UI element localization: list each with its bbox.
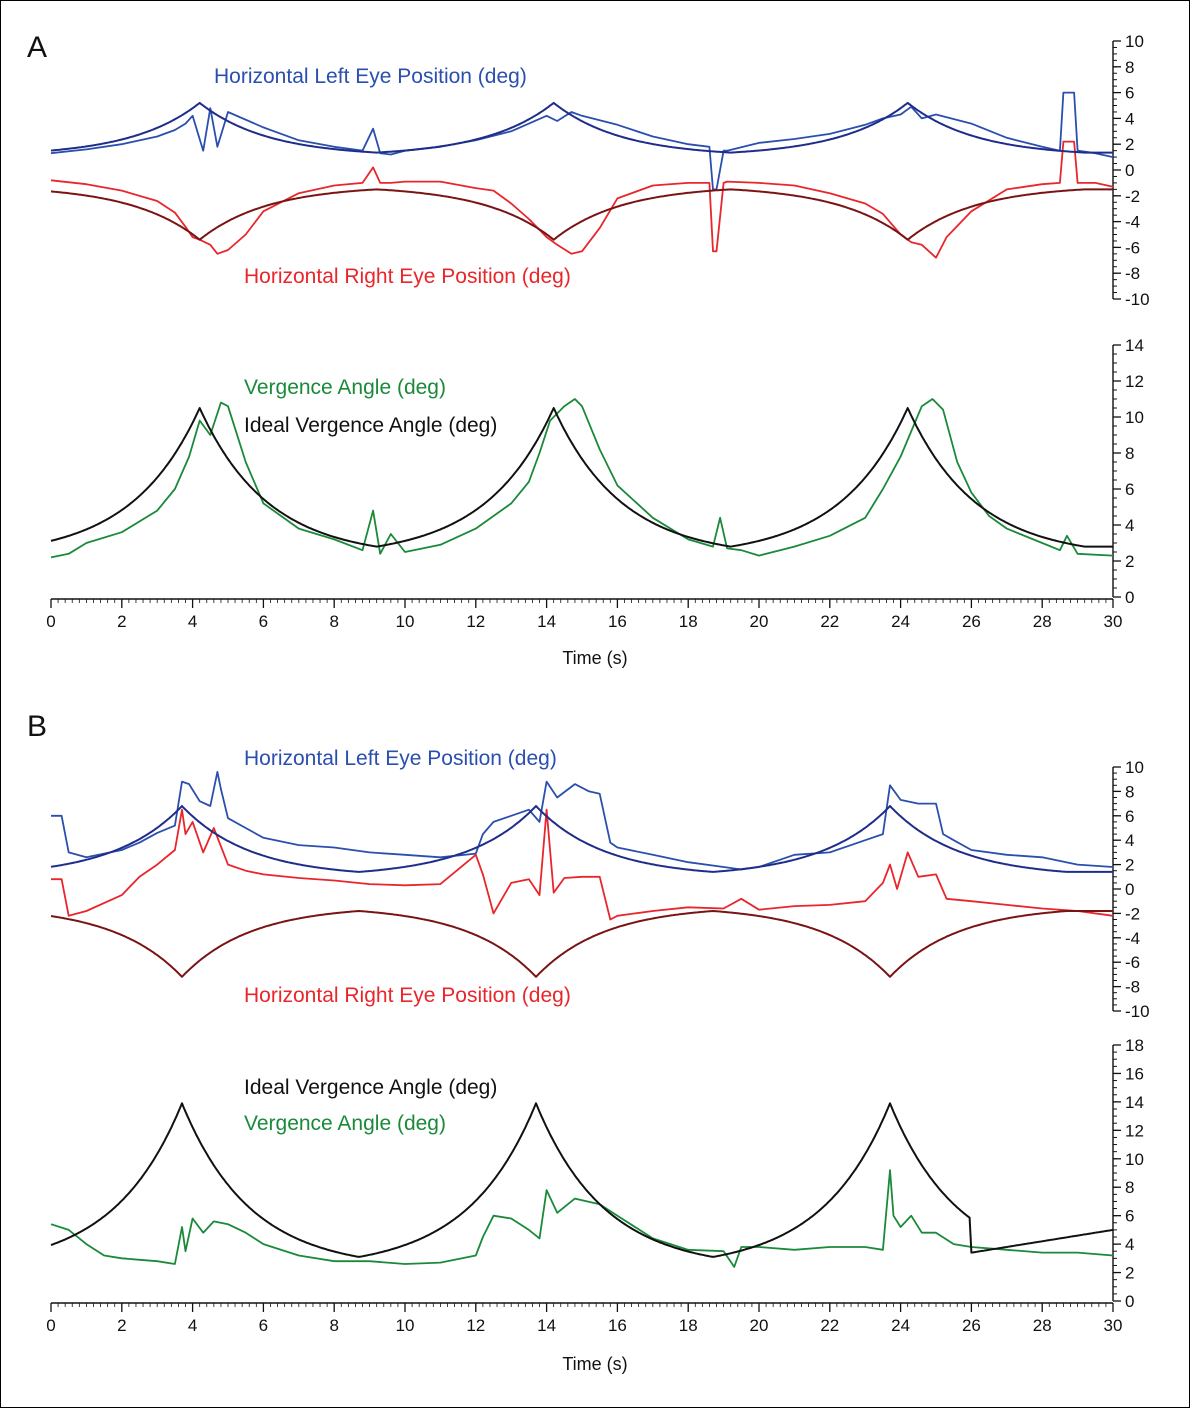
panel-b-eye-position-y-tick-label: 0 xyxy=(1125,880,1134,899)
panel-a-legend-right-eye: Horizontal Right Eye Position (deg) xyxy=(244,265,571,288)
panel-b-vergence-x-tick-label: 10 xyxy=(396,1316,415,1335)
panel-b-eye-position-y-tick-label: 6 xyxy=(1125,807,1134,826)
panel-b-eye-position-y-tick-label: 8 xyxy=(1125,782,1134,801)
panel-b-eye-position-series-ideal-left xyxy=(50,805,1113,873)
panel-a-eye-position-y-tick-label: 8 xyxy=(1125,58,1134,77)
panel-b-eye-position-y-tick-label: 2 xyxy=(1125,856,1134,875)
panel-b-legend-right-eye: Horizontal Right Eye Position (deg) xyxy=(244,984,571,1007)
panel-a-vergence-x-tick-label: 4 xyxy=(188,612,197,631)
panel-b-vergence-series-vergence xyxy=(50,1169,1114,1268)
panel-a-legend-vergence: Vergence Angle (deg) xyxy=(244,376,446,399)
panel-a-eye-position-y-tick-label: 4 xyxy=(1125,109,1134,128)
panel-a-x-axis-title: Time (s) xyxy=(562,648,627,668)
panel-a-vergence-y-tick-label: 8 xyxy=(1125,444,1134,463)
panel-b-vergence-x-tick-label: 22 xyxy=(820,1316,839,1335)
panel-a-vergence-x-tick-label: 6 xyxy=(259,612,268,631)
panel-b-eye-position-y-tick-label: 10 xyxy=(1125,758,1144,777)
panel-b-vergence-y-tick-label: 18 xyxy=(1125,1036,1144,1055)
panel-b-eye-position-y-tick-label: -8 xyxy=(1125,978,1140,997)
panel-b-label: B xyxy=(27,710,47,743)
panel-a-eye-position-series-left-eye xyxy=(50,91,1114,191)
panel-b-vergence-series-ideal-vergence xyxy=(50,1102,1114,1258)
panel-b-vergence-x-tick-label: 30 xyxy=(1104,1316,1123,1335)
panel-b-vergence-x-tick-label: 4 xyxy=(188,1316,197,1335)
panel-a-vergence-x-tick-label: 10 xyxy=(396,612,415,631)
panel-b-vergence-y-tick-label: 0 xyxy=(1125,1292,1134,1311)
panel-b-vergence-y-tick-label: 16 xyxy=(1125,1064,1144,1083)
panel-a-vergence-x-tick-label: 16 xyxy=(608,612,627,631)
panel-b-eye-position-y-tick-label: -6 xyxy=(1125,953,1140,972)
panel-a-eye-position-series-right-eye xyxy=(50,140,1114,259)
panel-a-eye-position-y-tick-label: 0 xyxy=(1125,161,1134,180)
panel-b-vergence-x-tick-label: 12 xyxy=(466,1316,485,1335)
panel-b-vergence-x-tick-label: 20 xyxy=(750,1316,769,1335)
panel-a-vergence-x-tick-label: 0 xyxy=(46,612,55,631)
panel-a-vergence-y-tick-label: 2 xyxy=(1125,552,1134,571)
panel-a-vergence-y-tick-label: 0 xyxy=(1125,588,1134,607)
panel-b-eye-position-series-right-eye xyxy=(51,808,1114,921)
panel-b-eye-position-y-tick-label: -4 xyxy=(1125,929,1140,948)
panel-b-vergence-x-tick-label: 16 xyxy=(608,1316,627,1335)
panel-b-vergence-x-tick-label: 0 xyxy=(46,1316,55,1335)
panel-a-legend-ideal-vergence: Ideal Vergence Angle (deg) xyxy=(244,414,497,437)
panel-a-vergence-x-tick-label: 18 xyxy=(679,612,698,631)
panel-b-vergence-x-tick-label: 24 xyxy=(891,1316,910,1335)
panel-b-eye-position-y-tick-label: -10 xyxy=(1125,1002,1150,1021)
panel-b-legend-left-eye: Horizontal Left Eye Position (deg) xyxy=(244,747,557,770)
panel-b-vergence-x-tick-label: 26 xyxy=(962,1316,981,1335)
panel-a-eye-position-y-tick-label: 6 xyxy=(1125,84,1134,103)
panel-b-eye-position-series-ideal-right xyxy=(50,910,1113,978)
panel-a-eye-position-y-tick-label: 10 xyxy=(1125,32,1144,51)
panel-b-vergence-x-tick-label: 18 xyxy=(679,1316,698,1335)
panel-a-vergence-x-tick-label: 2 xyxy=(117,612,126,631)
panel-b-vergence-y-tick-label: 4 xyxy=(1125,1235,1134,1254)
panel-a-eye-position-y-tick-label: -6 xyxy=(1125,238,1140,257)
panel-b-vergence-x-tick-label: 14 xyxy=(537,1316,556,1335)
panel-a-vergence-x-tick-label: 26 xyxy=(962,612,981,631)
panel-b-eye-position-series-left-eye xyxy=(51,771,1114,871)
panel-a-vergence-y-tick-label: 12 xyxy=(1125,372,1144,391)
panel-a-vergence-series-vergence xyxy=(50,398,1114,559)
panel-a-vergence-y-tick-label: 10 xyxy=(1125,408,1144,427)
panel-a-vergence-x-tick-label: 22 xyxy=(820,612,839,631)
panel-a-vergence-y-tick-label: 6 xyxy=(1125,480,1134,499)
panel-a-eye-position-y-tick-label: -8 xyxy=(1125,264,1140,283)
panel-a-eye-position-y-tick-label: -4 xyxy=(1125,213,1140,232)
panel-a-vergence-x-tick-label: 14 xyxy=(537,612,556,631)
panel-a-eye-position-series-ideal-left xyxy=(50,101,1113,154)
panel-a-vergence-x-tick-label: 8 xyxy=(329,612,338,631)
panel-a-eye-position-y-tick-label: 2 xyxy=(1125,135,1134,154)
panel-b-legend-vergence: Vergence Angle (deg) xyxy=(244,1112,446,1135)
panel-a-vergence-x-tick-label: 28 xyxy=(1033,612,1052,631)
panel-a-legend-left-eye: Horizontal Left Eye Position (deg) xyxy=(214,65,527,88)
panel-b-x-axis-title: Time (s) xyxy=(562,1354,627,1374)
panel-b-vergence-x-tick-label: 8 xyxy=(329,1316,338,1335)
panel-a-eye-position-y-tick-label: -10 xyxy=(1125,290,1150,309)
panel-b-vergence-x-tick-label: 6 xyxy=(259,1316,268,1335)
panel-a-vergence-x-tick-label: 12 xyxy=(466,612,485,631)
panel-b-vergence-y-tick-label: 6 xyxy=(1125,1207,1134,1226)
panel-a-vergence-x-tick-label: 20 xyxy=(750,612,769,631)
panel-b-vergence-y-tick-label: 2 xyxy=(1125,1264,1134,1283)
panel-a-vergence-y-tick-label: 14 xyxy=(1125,336,1144,355)
panel-a-vergence-y-tick-label: 4 xyxy=(1125,516,1134,535)
panel-a-vergence-series-ideal-vergence xyxy=(50,407,1113,548)
panel-b-vergence-x-tick-label: 28 xyxy=(1033,1316,1052,1335)
panel-b-vergence-x-tick-label: 2 xyxy=(117,1316,126,1335)
panel-a-label: A xyxy=(27,31,47,64)
panel-a-vergence-x-tick-label: 30 xyxy=(1104,612,1123,631)
panel-b-vergence-y-tick-label: 14 xyxy=(1125,1093,1144,1112)
panel-b-vergence-y-tick-label: 12 xyxy=(1125,1121,1144,1140)
panel-a-vergence-x-tick-label: 24 xyxy=(891,612,910,631)
panel-b-eye-position-y-tick-label: -2 xyxy=(1125,904,1140,923)
panel-b-vergence-y-tick-label: 8 xyxy=(1125,1178,1134,1197)
panel-a-eye-position-y-tick-label: -2 xyxy=(1125,187,1140,206)
panel-b-legend-ideal-vergence: Ideal Vergence Angle (deg) xyxy=(244,1076,497,1099)
panel-b-vergence-y-tick-label: 10 xyxy=(1125,1150,1144,1169)
panel-b-eye-position-y-tick-label: 4 xyxy=(1125,831,1134,850)
panel-a-eye-position-series-ideal-right xyxy=(50,188,1113,241)
